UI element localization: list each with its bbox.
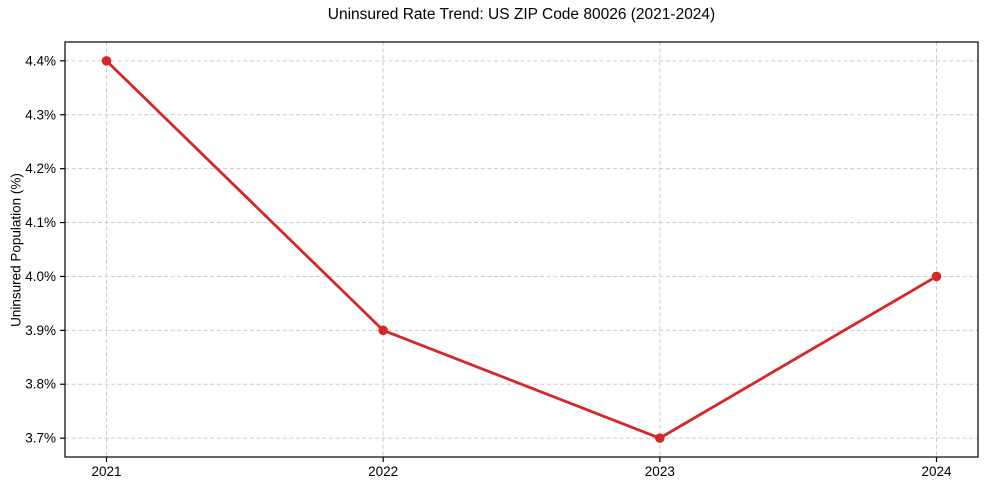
trend-line [105,59,938,440]
y-tick-label: 4.4% [25,53,56,68]
plot-border [64,41,979,458]
y-tick-label: 4.2% [25,161,56,176]
data-point-marker [378,325,388,336]
data-point-marker [101,56,112,66]
data-point-marker [655,433,665,443]
y-tick-label: 4.1% [25,215,56,230]
x-tick-label: 2021 [91,464,121,479]
x-tick-label: 2023 [645,464,675,479]
y-tick-label: 4.3% [25,107,56,122]
x-tick-label: 2024 [921,464,952,479]
y-tick-label: 3.7% [25,431,56,446]
y-tick-label: 4.0% [25,269,56,284]
y-tick-label: 3.8% [25,377,56,392]
y-tick-label: 3.9% [25,323,56,338]
data-point-marker [931,271,942,282]
chart-title: Uninsured Rate Trend: US ZIP Code 80026 … [327,6,716,23]
x-tick-label: 2022 [368,464,398,479]
